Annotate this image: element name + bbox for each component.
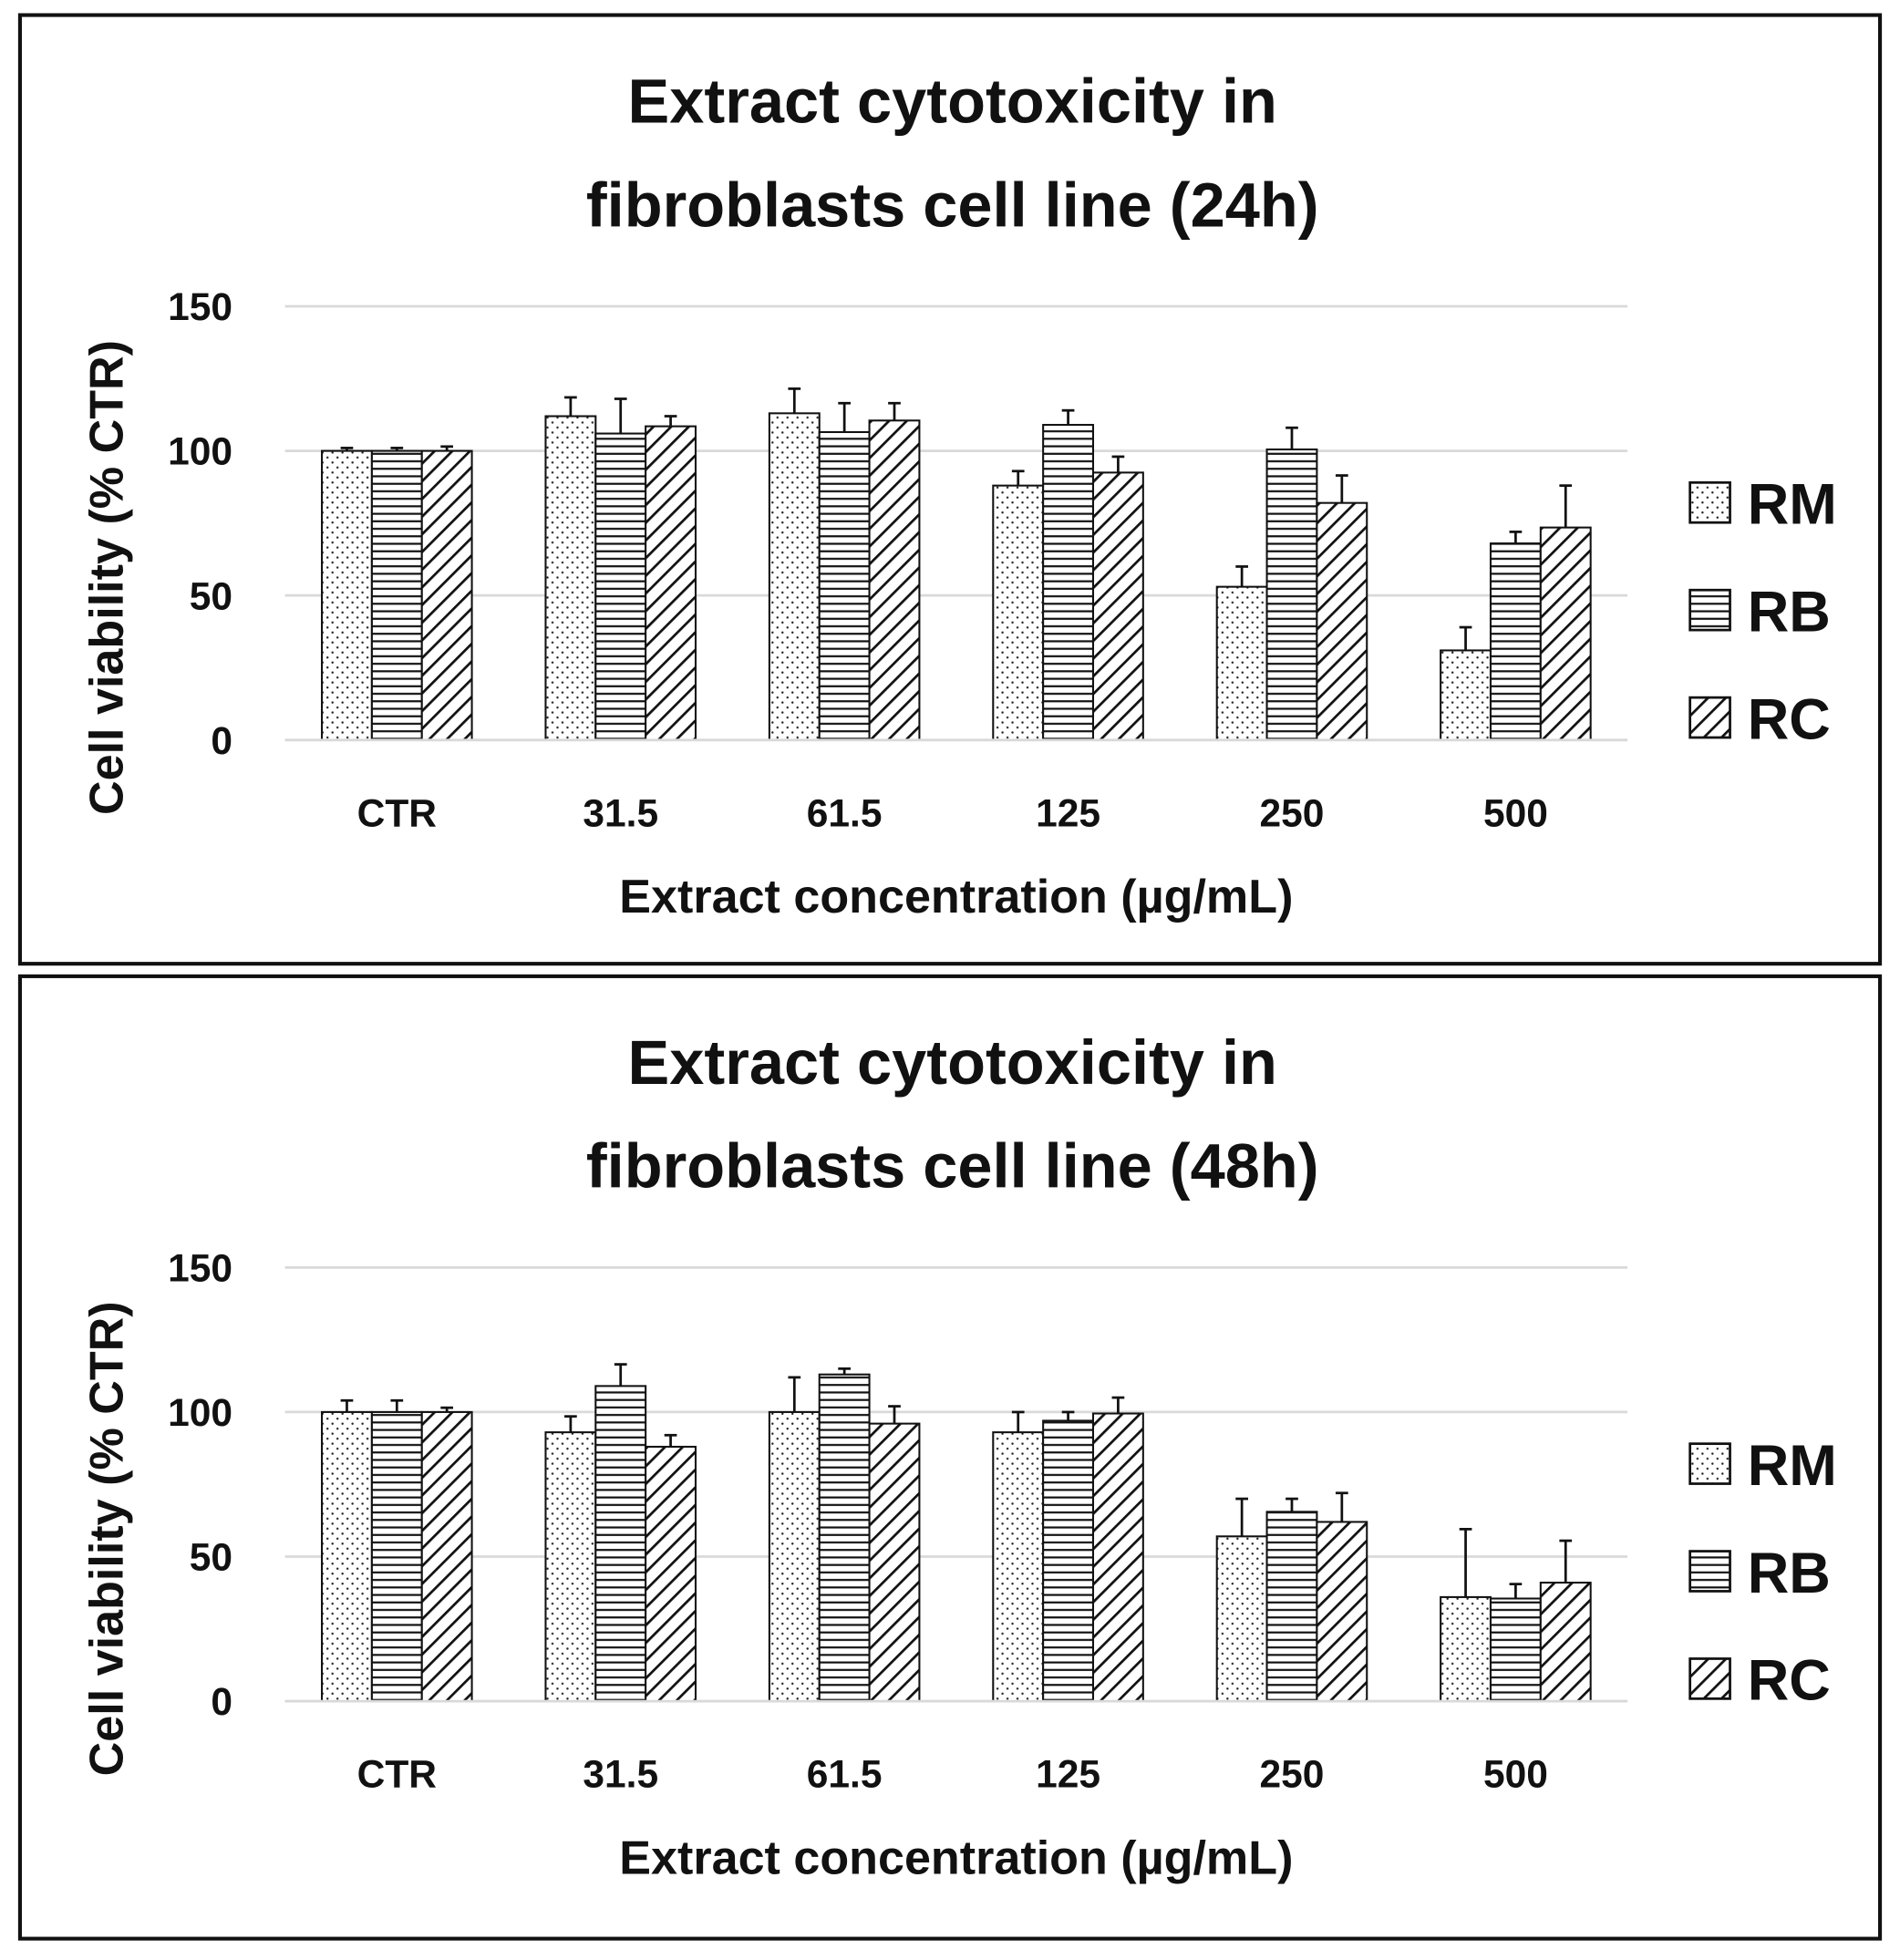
chart-panel-1: Extract cytotoxicity in fibroblasts cell … xyxy=(17,13,1883,966)
x-tick-label: 31.5 xyxy=(583,792,658,835)
y-tick-label: 100 xyxy=(168,431,232,474)
bar-RB-61.5 xyxy=(818,1373,871,1703)
bar-RM-500 xyxy=(1440,1595,1492,1703)
bar-RC-CTR xyxy=(420,1410,473,1703)
x-tick-label: 125 xyxy=(1036,792,1100,835)
bar-RB-61.5 xyxy=(818,430,871,741)
chart-title-line: fibroblasts cell line (24h) xyxy=(586,170,1319,240)
bar-RB-CTR xyxy=(370,1410,423,1703)
bar-RB-CTR xyxy=(370,449,423,741)
x-tick-label: CTR xyxy=(357,792,437,835)
bar-RB-250 xyxy=(1265,1511,1318,1703)
y-tick-label: 150 xyxy=(168,1247,232,1290)
legend-label-RC: RC xyxy=(1748,687,1831,751)
x-tick-label: 61.5 xyxy=(807,1754,883,1797)
chart-title-line: Extract cytotoxicity in xyxy=(628,66,1277,136)
x-axis-label: Extract concentration (µg/mL) xyxy=(619,1831,1293,1884)
x-tick-label: 250 xyxy=(1260,792,1325,835)
bar-RM-61.5 xyxy=(768,1410,821,1703)
bar-RB-500 xyxy=(1489,1597,1542,1703)
bar-RC-125 xyxy=(1091,1412,1144,1703)
bar-RB-500 xyxy=(1489,542,1542,741)
bar-RC-31.5 xyxy=(645,1445,697,1703)
chart-title-line: fibroblasts cell line (48h) xyxy=(586,1131,1319,1202)
legend-swatch-RC xyxy=(1688,696,1731,739)
bar-RB-125 xyxy=(1042,424,1095,741)
y-axis-label: Cell viability (% CTR) xyxy=(80,340,133,815)
bar-RC-CTR xyxy=(420,449,473,741)
bar-RM-250 xyxy=(1215,1535,1268,1703)
y-tick-label: 100 xyxy=(168,1392,232,1435)
legend-label-RB: RB xyxy=(1748,1542,1831,1605)
panel-border xyxy=(17,974,1883,1941)
bar-RB-125 xyxy=(1042,1419,1095,1703)
bar-RC-61.5 xyxy=(868,419,921,741)
bar-RM-31.5 xyxy=(544,415,597,741)
legend-label-RB: RB xyxy=(1748,580,1831,644)
bar-RC-125 xyxy=(1091,471,1144,741)
legend-label-RM: RM xyxy=(1748,473,1837,537)
bar-RB-250 xyxy=(1265,448,1318,741)
legend-swatch-RB xyxy=(1688,1550,1731,1593)
bar-RM-CTR xyxy=(321,449,373,741)
bar-RC-31.5 xyxy=(645,425,697,741)
x-tick-label: 31.5 xyxy=(583,1754,658,1797)
bar-RB-31.5 xyxy=(594,1385,647,1703)
chart-panel-2: Extract cytotoxicity in fibroblasts cell … xyxy=(17,974,1883,1941)
chart-title-line: Extract cytotoxicity in xyxy=(628,1027,1277,1098)
x-tick-label: 125 xyxy=(1036,1754,1100,1797)
bar-RC-500 xyxy=(1539,1582,1592,1703)
x-tick-label: 500 xyxy=(1483,792,1548,835)
bar-RM-CTR xyxy=(321,1410,373,1703)
bar-RM-500 xyxy=(1440,649,1492,741)
bar-RM-250 xyxy=(1215,585,1268,741)
x-tick-label: CTR xyxy=(357,1754,437,1797)
bar-RM-61.5 xyxy=(768,412,821,741)
legend-label-RM: RM xyxy=(1748,1434,1837,1498)
x-axis-label: Extract concentration (µg/mL) xyxy=(619,871,1293,923)
legend-swatch-RB xyxy=(1688,588,1731,632)
x-tick-label: 500 xyxy=(1483,1754,1548,1797)
y-tick-label: 50 xyxy=(190,575,232,618)
legend-swatch-RC xyxy=(1688,1657,1731,1700)
y-tick-label: 0 xyxy=(211,720,232,763)
y-axis-label: Cell viability (% CTR) xyxy=(80,1301,133,1776)
x-tick-label: 250 xyxy=(1260,1754,1325,1797)
bar-RB-31.5 xyxy=(594,432,647,741)
y-tick-label: 50 xyxy=(190,1537,232,1580)
bar-RM-31.5 xyxy=(544,1431,597,1703)
bar-RC-500 xyxy=(1539,526,1592,741)
bar-RC-250 xyxy=(1316,1521,1368,1703)
bar-RC-61.5 xyxy=(868,1422,921,1703)
y-tick-label: 150 xyxy=(168,286,232,329)
bar-RM-125 xyxy=(992,1431,1045,1703)
bar-RM-125 xyxy=(992,484,1045,741)
legend-swatch-RM xyxy=(1688,1442,1731,1485)
y-tick-label: 0 xyxy=(211,1681,232,1724)
panel-border xyxy=(17,13,1883,966)
bar-RC-250 xyxy=(1316,501,1368,741)
x-tick-label: 61.5 xyxy=(807,792,883,835)
legend-swatch-RM xyxy=(1688,480,1731,524)
legend-label-RC: RC xyxy=(1748,1649,1831,1713)
